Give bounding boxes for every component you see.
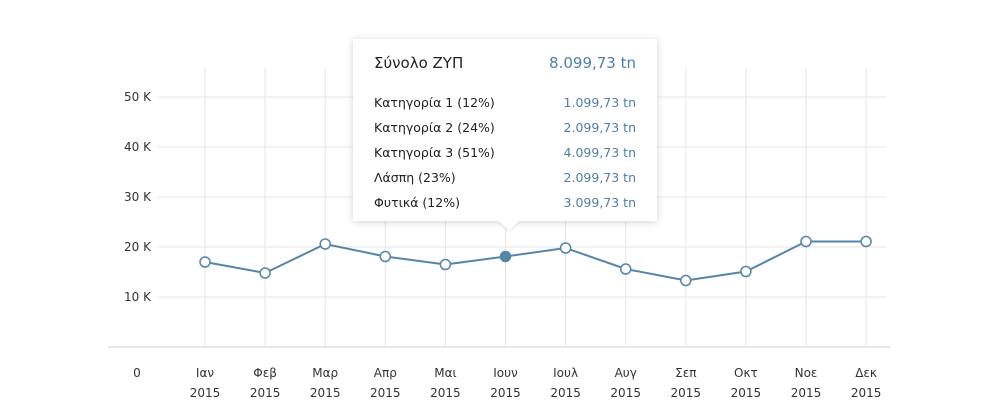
x-tick-label-month: Φεβ [253,366,277,380]
tooltip-row-label: Κατηγορία 2 (24%) [374,120,495,135]
tooltip-row-value: 1.099,73 tn [563,95,636,110]
x-tick-label-month: Μαρ [312,366,338,380]
x-tick-label-year: 2015 [671,386,702,400]
x-tick-label-month: Δεκ [855,366,877,380]
data-point[interactable] [680,274,692,287]
data-point[interactable] [259,267,271,279]
tooltip-row-label: Λάσπη (23%) [374,170,456,185]
x-tick-label-year: 2015 [310,386,341,400]
y-tick-label: 10 K [124,290,152,304]
data-point[interactable] [740,265,752,278]
tooltip-row-label: Κατηγορία 3 (51%) [374,145,495,160]
x-tick-label-year: 2015 [370,386,401,400]
tooltip-row-value: 2.099,73 tn [563,170,636,185]
tooltip-row: Λάσπη (23%) 2.099,73 tn [374,165,636,190]
y-tick-label: 50 K [124,90,152,104]
x-tick-label-year: 2015 [791,386,822,400]
tooltip-total: 8.099,73 tn [549,54,636,72]
data-point[interactable] [379,250,392,263]
data-point[interactable] [619,263,632,275]
data-point[interactable] [800,235,812,248]
tooltip-row: Κατηγορία 3 (51%) 4.099,73 tn [374,140,636,165]
x-tick-label-year: 2015 [250,386,281,400]
x-tick-label-month: Απρ [374,366,397,380]
data-point[interactable] [860,235,872,248]
x-tick-label-year: 2015 [610,386,641,400]
data-points [199,235,872,287]
tooltip-row: Φυτικά (12%) 3.099,73 tn [374,190,636,215]
tooltip-header: Σύνολο ΖΥΠ 8.099,73 tn [374,54,636,80]
y-axis-ticks: 0 10 K 20 K 30 K 40 K 50 K [124,90,152,380]
series-line [204,240,867,282]
tooltip-title: Σύνολο ΖΥΠ [374,54,464,72]
x-tick-label-month: Ιαν [196,366,214,380]
tooltip: Σύνολο ΖΥΠ 8.099,73 tn Κατηγορία 1 (12%)… [353,39,657,221]
x-tick-label-month: Σεπ [675,366,696,380]
x-axis-ticks: Ιαν 2015 Φεβ 2015 Μαρ 2015 Απρ 2015 Μαι 2015 Ιουν 2… [190,366,882,400]
data-point[interactable] [559,242,572,254]
x-tick-label-year: 2015 [550,386,581,400]
x-tick-label-month: Ιουλ [553,366,578,380]
x-tick-label-month: Οκτ [734,366,758,380]
data-point[interactable] [439,258,452,271]
y-tick-label: 20 K [124,240,152,254]
tooltip-row-value: 2.099,73 tn [563,120,636,135]
tooltip-row-label: Κατηγορία 1 (12%) [374,95,495,110]
x-tick-label-year: 2015 [851,386,882,400]
tooltip-row-value: 3.099,73 tn [563,195,636,210]
x-tick-label-month: Ιουν [493,366,518,380]
data-point[interactable] [199,256,211,268]
x-tick-label-year: 2015 [490,386,521,400]
x-tick-label-year: 2015 [430,386,461,400]
data-point[interactable] [319,238,331,250]
tooltip-row-value: 4.099,73 tn [563,145,636,160]
tooltip-row-label: Φυτικά (12%) [374,195,460,210]
data-point-active[interactable] [499,250,512,263]
x-tick-label-year: 2015 [731,386,762,400]
tooltip-row: Κατηγορία 1 (12%) 1.099,73 tn [374,90,636,115]
x-tick-label-month: Νοε [795,366,818,380]
tooltip-row: Κατηγορία 2 (24%) 2.099,73 tn [374,115,636,140]
x-tick-label-month: Μαι [434,366,456,380]
y-tick-label: 40 K [124,140,152,154]
y-tick-label: 30 K [124,190,152,204]
x-tick-label-month: Αυγ [615,366,637,380]
x-tick-label-year: 2015 [190,386,221,400]
y-tick-label: 0 [133,366,141,380]
